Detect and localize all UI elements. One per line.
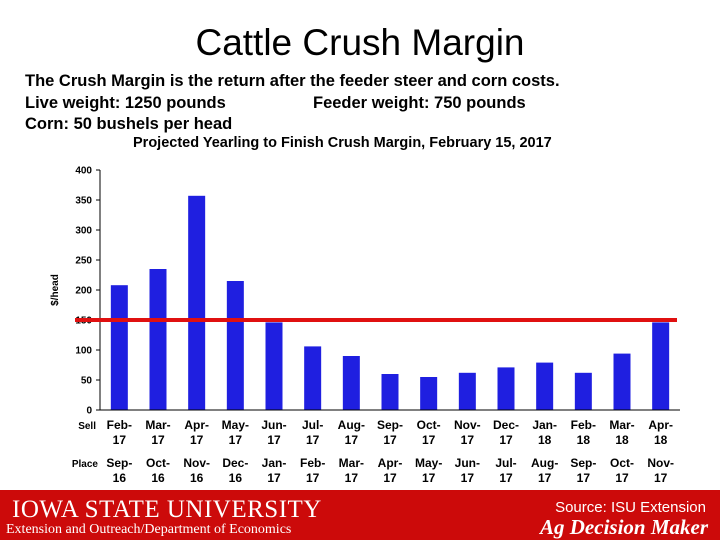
- crush-margin-chart: 050100150200250300350400$/head SellPlace…: [50, 166, 680, 485]
- sell-label: Dec-17: [493, 418, 519, 447]
- bar: [458, 372, 476, 410]
- brand-logo: Ag Decision Maker: [540, 515, 708, 539]
- place-label: Nov-17: [647, 456, 674, 485]
- place-label: Mar-17: [339, 456, 364, 485]
- sell-row-label: Sell: [78, 421, 96, 432]
- sell-label: May-17: [222, 418, 249, 447]
- sell-label: Oct-17: [417, 418, 441, 447]
- sell-label: Jan-18: [532, 418, 557, 447]
- footer-bar: [0, 490, 720, 540]
- y-tick-label: 400: [75, 166, 92, 177]
- y-tick-label: 200: [75, 286, 92, 297]
- bar: [497, 367, 515, 410]
- y-tick-label: 300: [75, 226, 92, 237]
- bar: [420, 377, 438, 410]
- slide-title: Cattle Crush Margin: [195, 22, 525, 63]
- place-row-label: Place: [72, 459, 99, 470]
- place-label: Dec-16: [222, 456, 248, 485]
- bar: [304, 346, 322, 410]
- sell-label: Apr-18: [648, 418, 673, 447]
- corn-text: Corn: 50 bushels per head: [25, 115, 233, 133]
- sell-label: Feb-17: [107, 418, 132, 447]
- place-label: Jun-17: [455, 456, 480, 485]
- place-label: Feb-17: [300, 456, 325, 485]
- bar: [110, 285, 128, 410]
- bar: [652, 322, 670, 410]
- y-tick-label: 100: [75, 346, 92, 357]
- bar: [342, 356, 360, 410]
- place-label: Jan-17: [262, 456, 287, 485]
- chart-title: Projected Yearling to Finish Crush Margi…: [133, 135, 552, 151]
- bar: [188, 195, 206, 410]
- y-axis-label: $/head: [50, 274, 61, 306]
- bar: [265, 322, 283, 410]
- bar: [613, 353, 631, 410]
- sell-label: Nov-17: [454, 418, 481, 447]
- sell-label: Sep-17: [377, 418, 403, 447]
- live-weight-text: Live weight: 1250 pounds: [25, 94, 226, 112]
- place-label: May-17: [415, 456, 442, 485]
- description-line-1: The Crush Margin is the return after the…: [25, 72, 560, 90]
- place-label: Jul-17: [495, 456, 516, 485]
- sell-label: Apr-17: [184, 418, 209, 447]
- y-tick-label: 0: [86, 406, 92, 417]
- feeder-weight-text: Feeder weight: 750 pounds: [313, 94, 526, 112]
- sell-label: Mar-18: [609, 418, 634, 447]
- sell-label: Jun-17: [261, 418, 286, 447]
- university-logo: IOWA STATE UNIVERSITY: [12, 496, 322, 523]
- source-text: Source: ISU Extension: [555, 499, 706, 516]
- place-label: Sep-16: [106, 456, 132, 485]
- bar: [226, 281, 244, 410]
- bar: [149, 269, 167, 410]
- place-label: Oct-17: [610, 456, 634, 485]
- place-label: Apr-17: [378, 456, 403, 485]
- sell-label: Jul-17: [302, 418, 323, 447]
- y-tick-label: 50: [81, 376, 93, 387]
- sell-label: Feb-18: [571, 418, 596, 447]
- place-label: Nov-16: [183, 456, 210, 485]
- place-label: Aug-17: [531, 456, 558, 485]
- bar: [574, 372, 592, 410]
- sell-label: Mar-17: [145, 418, 170, 447]
- bar: [536, 362, 554, 410]
- department-text: Extension and Outreach/Department of Eco…: [6, 522, 292, 537]
- place-label: Sep-17: [570, 456, 596, 485]
- place-label: Oct-16: [146, 456, 170, 485]
- bar: [381, 374, 399, 410]
- y-tick-label: 250: [75, 256, 92, 267]
- sell-label: Aug-17: [338, 418, 365, 447]
- y-tick-label: 350: [75, 196, 92, 207]
